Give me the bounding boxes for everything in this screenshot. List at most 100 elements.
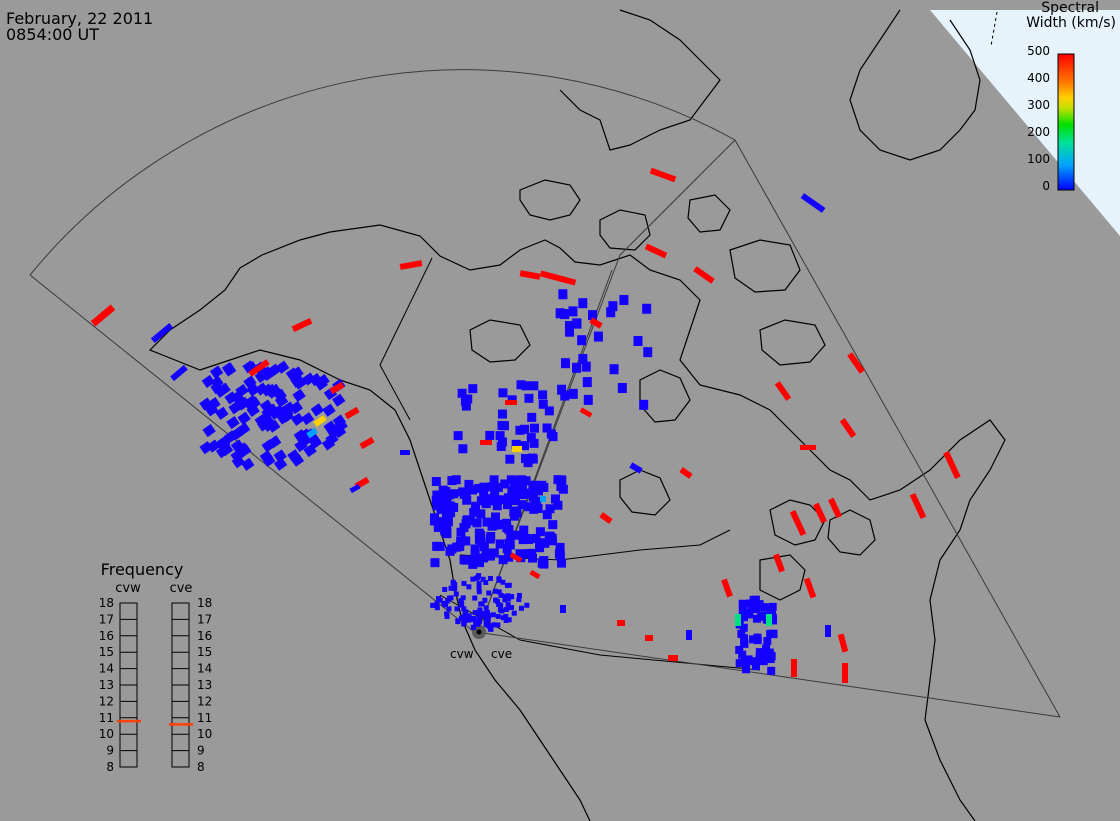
echo-cell [847,352,865,374]
echo-cell [560,309,570,320]
echo-cell [486,590,492,596]
echo-cell [553,500,563,510]
echo-cell [560,358,570,369]
echo-cell [504,493,514,503]
echo-cell [504,525,514,535]
echo-cell [206,439,221,453]
echo-cell [433,517,443,527]
frequency-scale-label: 14 [197,662,212,676]
echo-cell [466,613,472,619]
echo-cell [490,496,500,506]
echo-cell [751,662,760,671]
echo-cell [837,633,849,653]
echo-cell [448,585,454,591]
echo-cell [431,495,441,505]
echo-cell [480,576,486,582]
echo-cell [244,360,258,375]
echo-cell [606,307,616,318]
echo-cell [477,610,483,616]
echo-cell [828,497,842,519]
echo-cell [491,520,501,530]
echo-cell [538,390,548,400]
echo-cell [237,422,251,436]
echo-cell [456,536,466,546]
echo-cell [287,449,301,463]
echo-cell [497,437,507,447]
echo-cell [544,406,554,416]
echo-cell [479,612,485,618]
ice-region [930,10,1120,236]
echo-cell [538,538,548,548]
echo-cell [475,621,481,627]
echo-cell [259,399,274,413]
frequency-scale-label: 17 [99,612,114,626]
colorbar-tick-label: 500 [1027,44,1050,58]
echo-cell [491,622,497,628]
plot-time: 0854:00 UT [6,25,100,44]
echo-cell [753,633,762,642]
echo-cell [488,626,494,632]
frequency-scale-label: 16 [99,629,114,643]
echo-cell [752,605,761,614]
echo-cell [789,509,807,537]
echo-cell [583,394,593,405]
echo-cell [540,496,546,502]
echo-cell [617,620,625,626]
echo-cell [483,579,489,585]
echo-cell [313,415,327,427]
echo-cell [548,520,558,530]
echo-cell [529,504,539,514]
echo-cell [535,543,545,553]
echo-cell [462,516,472,526]
echo-cell [442,517,452,527]
echo-cell [560,605,566,613]
colorbar-tick-label: 300 [1027,98,1050,112]
echo-cell [468,485,478,495]
echo-cell [520,424,530,434]
echo-cell [521,476,531,486]
echo-cell [773,553,785,573]
echo-cell [332,414,347,428]
echo-cell [502,544,512,554]
echo-cell [262,418,276,432]
echo-cell [565,326,575,337]
echo-cell [487,623,493,629]
echo-cell [485,551,495,561]
echo-cell [510,496,520,506]
echo-cell [528,553,538,563]
frequency-scale-label: 10 [197,727,212,741]
echo-cell [564,321,574,332]
echo-cell [523,458,533,468]
echo-cell [507,395,517,405]
echo-cell [668,655,678,661]
echo-cell [760,603,769,612]
echo-cell [485,534,495,544]
echo-cell [504,583,510,589]
echo-cell [262,453,276,468]
echo-cell [470,625,476,631]
echo-cell [747,657,756,666]
echo-cell [737,629,746,638]
echo-cell [265,403,279,417]
frequency-scale-label: 12 [197,694,212,708]
echo-cell [538,399,548,409]
echo-cell [558,289,568,300]
echo-cell [518,605,524,611]
echo-cell [572,362,582,373]
echo-cell [509,552,523,563]
colorbar-tick-label: 0 [1042,179,1050,193]
echo-cell [498,388,508,398]
coastlines [148,9,1006,821]
echo-cell [458,598,464,604]
echo-cell [527,412,537,422]
echo-cell [485,430,495,440]
echo-cell [215,406,229,420]
echo-cell [293,376,307,390]
echo-cell [502,594,508,600]
echo-cell [486,612,492,618]
echo-cell [344,406,360,420]
echo-cell [502,597,508,603]
echo-cell [461,536,471,546]
echo-cell [460,595,466,601]
